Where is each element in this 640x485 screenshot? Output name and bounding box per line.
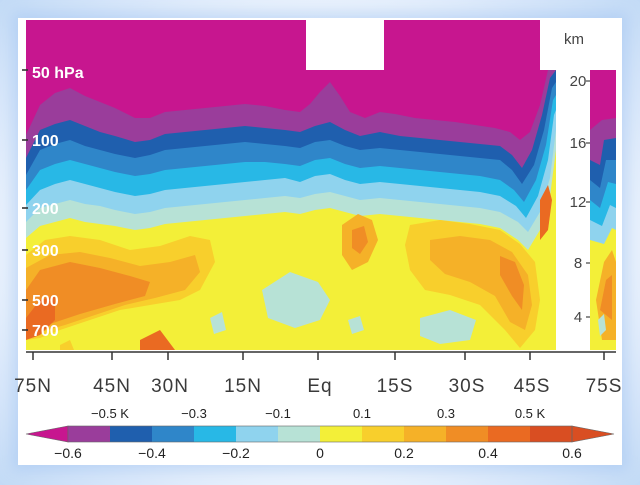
colorbar-top-label: 0.5 K xyxy=(515,406,546,421)
band-p01 xyxy=(60,340,74,350)
colorbar-swatch xyxy=(362,426,405,442)
colorbar-swatch xyxy=(236,426,279,442)
height-tick-label: 4 xyxy=(574,309,582,326)
band-zero-patch xyxy=(210,312,226,334)
colorbar-swatch xyxy=(68,426,111,442)
colorbar-swatch xyxy=(446,426,489,442)
colorbar-swatch xyxy=(278,426,321,442)
height-axis-unit: km xyxy=(564,31,584,48)
x-tick-label: 15S xyxy=(377,376,414,397)
colorbar-top-labels: −0.5 K −0.3 −0.1 0.1 0.3 0.5 K xyxy=(91,406,545,421)
band-p03 xyxy=(26,262,150,330)
band-zero-patch xyxy=(420,310,476,344)
x-tick-label: 15N xyxy=(224,376,262,397)
missing-data-block xyxy=(306,20,384,70)
colorbar-outline xyxy=(67,425,573,443)
colorbar-extend-low xyxy=(25,425,69,443)
colorbar-top-label: −0.3 xyxy=(181,406,207,421)
colorbar-top-label: −0.1 xyxy=(265,406,291,421)
pressure-label-300: 300 xyxy=(32,243,59,260)
colorbar-bottom-label: −0.4 xyxy=(138,445,166,461)
colorbar-swatch xyxy=(530,426,573,442)
colorbar-top-label: 0.1 xyxy=(353,406,371,421)
band-p04 xyxy=(540,185,552,240)
pressure-label-500: 500 xyxy=(32,293,59,310)
band-p04 xyxy=(140,330,175,350)
colorbar: −0.5 K −0.3 −0.1 0.1 0.3 0.5 K −0.6 −0.4 −0.2 0 0… xyxy=(25,406,615,461)
pressure-axis-ticks xyxy=(22,69,28,331)
colorbar-swatch xyxy=(320,426,363,442)
colorbar-bottom-label: 0.6 xyxy=(562,445,582,461)
colorbar-bottom-label: −0.2 xyxy=(222,445,250,461)
height-axis: km 20 16 12 8 4 xyxy=(564,31,590,326)
band-zero-patch xyxy=(262,272,330,328)
colorbar-bottom-label: 0 xyxy=(316,445,324,461)
x-tick-label: 45S xyxy=(514,376,551,397)
x-tick-label: 75N xyxy=(14,376,52,397)
x-tick-label: 75S xyxy=(586,376,623,397)
missing-data-block xyxy=(540,20,556,70)
band-p03 xyxy=(500,256,524,310)
band-p04 xyxy=(26,296,55,340)
colorbar-bottom-label: −0.6 xyxy=(54,445,82,461)
x-axis: 75N 45N 30N 15N Eq 15S 30S 45S 75S xyxy=(14,351,623,397)
main-contour-panel xyxy=(26,20,556,350)
x-tick-label: 30S xyxy=(449,376,486,397)
pressure-label-200: 200 xyxy=(32,201,59,218)
colorbar-bottom-label: 0.4 xyxy=(478,445,498,461)
colorbar-extend-high xyxy=(571,425,615,443)
pressure-labels: 50 hPa 100 200 300 500 700 xyxy=(32,65,84,340)
colorbar-swatch xyxy=(488,426,531,442)
pressure-label-700: 700 xyxy=(32,323,59,340)
height-tick-label: 8 xyxy=(574,255,582,272)
band-zero-patch xyxy=(348,316,364,334)
pressure-label-100: 100 xyxy=(32,133,59,150)
colorbar-swatch xyxy=(194,426,237,442)
colorbar-top-label: −0.5 K xyxy=(91,406,129,421)
colorbar-body xyxy=(25,425,615,443)
colorbar-bottom-labels: −0.6 −0.4 −0.2 0 0.2 0.4 0.6 xyxy=(54,445,582,461)
colorbar-bottom-label: 0.2 xyxy=(394,445,414,461)
height-tick-label: 20 xyxy=(570,73,587,90)
colorbar-top-label: 0.3 xyxy=(437,406,455,421)
x-tick-label: Eq xyxy=(307,376,332,397)
x-tick-label: 30N xyxy=(151,376,189,397)
colorbar-swatch xyxy=(404,426,447,442)
x-tick-label: 45N xyxy=(93,376,131,397)
height-tick-label: 16 xyxy=(570,135,587,152)
polar-strip-panel xyxy=(590,70,616,350)
colorbar-swatch xyxy=(152,426,195,442)
height-tick-label: 12 xyxy=(570,194,587,211)
colorbar-swatch xyxy=(110,426,153,442)
band-p03 xyxy=(352,226,368,254)
pressure-label-50: 50 hPa xyxy=(32,65,84,82)
